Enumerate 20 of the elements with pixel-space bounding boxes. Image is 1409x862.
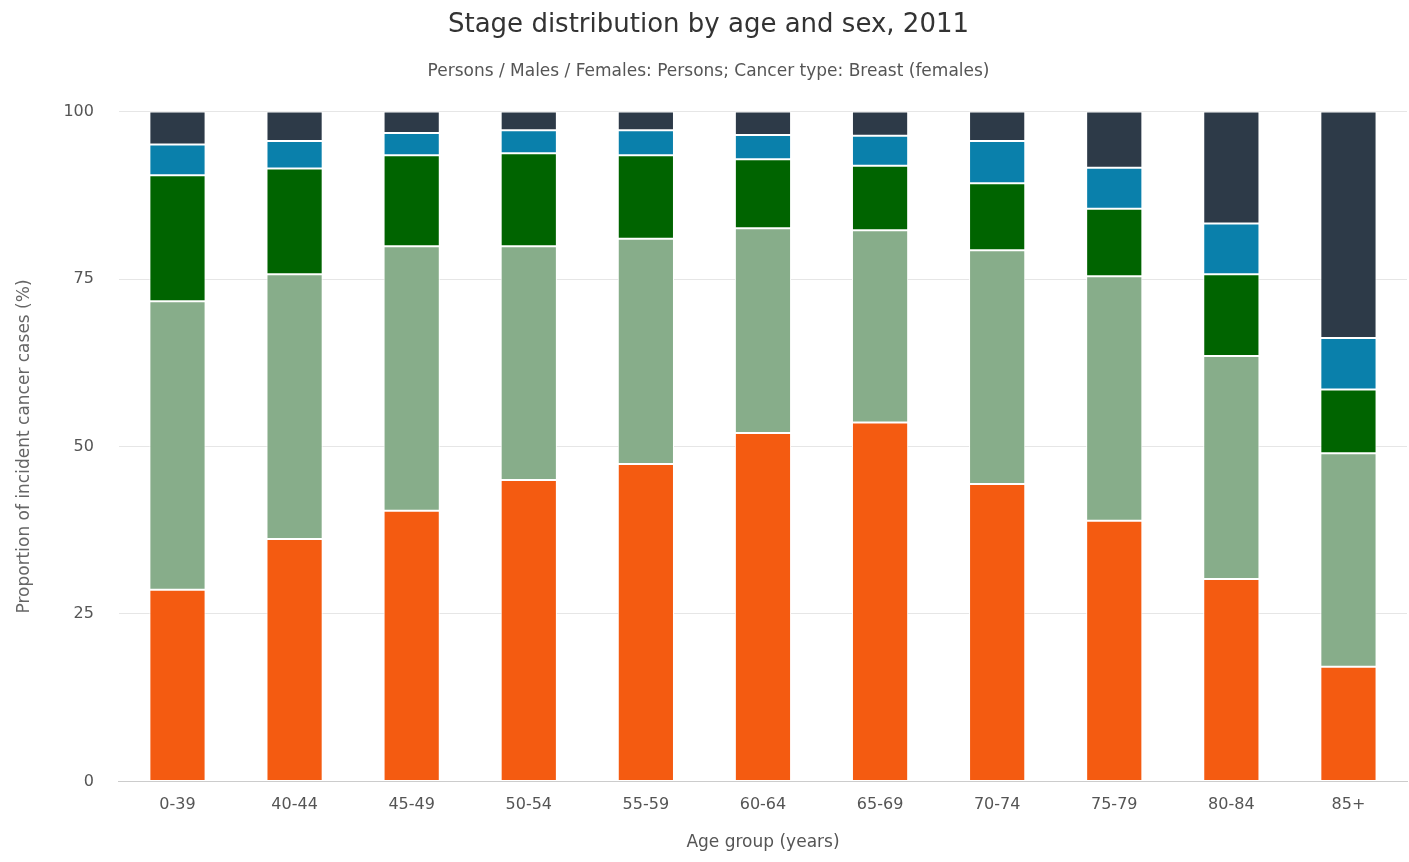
x-tick-label: 85+ — [1331, 794, 1366, 814]
x-tick-label: 70-74 — [973, 794, 1021, 814]
x-tick-label: 0-39 — [159, 794, 196, 814]
y-tick-label: 100 — [63, 100, 94, 120]
x-tick-label: 55-59 — [622, 794, 670, 814]
x-tick-label: 50-54 — [505, 794, 553, 814]
x-tick-label: 45-49 — [388, 794, 435, 814]
y-tick-label: 50 — [73, 435, 94, 455]
x-tick-label: 60-64 — [739, 794, 787, 814]
x-axis-title: Age group (years) — [686, 831, 840, 852]
y-tick-label: 0 — [83, 770, 94, 790]
chart-subtitle: Persons / Males / Females: Persons; Cancer type: Breast (females) — [427, 59, 990, 80]
x-tick-label: 65-69 — [856, 794, 904, 814]
y-tick-label: 25 — [73, 603, 94, 623]
x-tick-label: 75-79 — [1091, 794, 1138, 814]
x-tick-label: 80-84 — [1208, 794, 1255, 814]
y-tick-label: 75 — [73, 268, 94, 288]
chart-title: Stage distribution by age and sex, 2011 — [447, 8, 970, 39]
x-tick-label: 40-44 — [271, 794, 318, 814]
y-axis-title: Proportion of incident cancer cases (%) — [12, 279, 33, 614]
